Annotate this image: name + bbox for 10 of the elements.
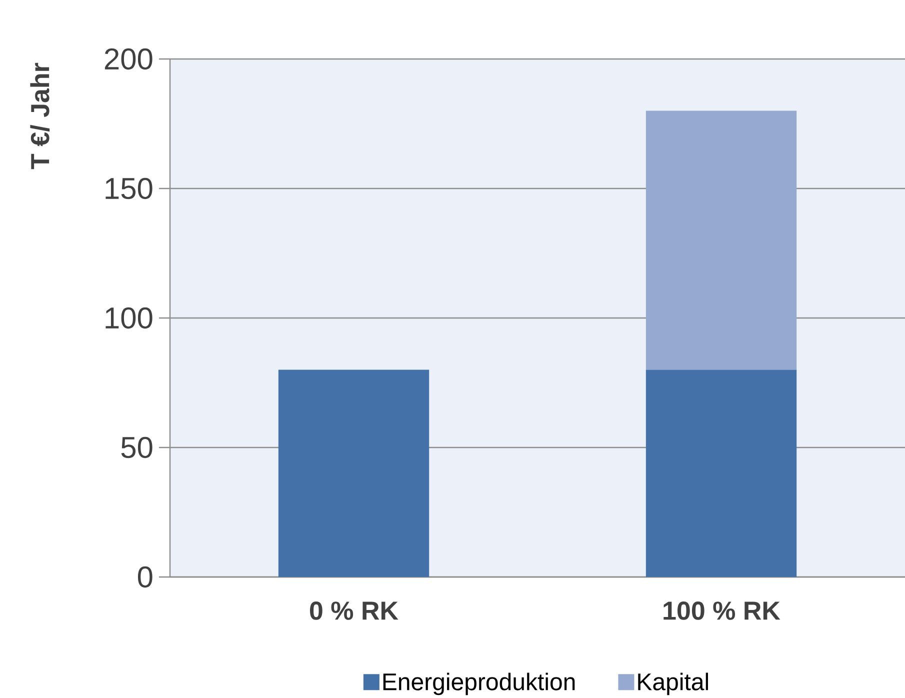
y-tick-label: 50: [121, 436, 152, 458]
y-tick-label: 0: [138, 566, 152, 588]
y-tick-label: 150: [106, 178, 152, 200]
x-tick-label: 0 % RK: [310, 602, 398, 620]
y-tick-label: 200: [104, 48, 152, 70]
x-tick-label: 100 % RK: [664, 602, 780, 620]
y-tick-label: 100: [106, 307, 152, 329]
legend-label: Energieproduktion: [383, 672, 575, 696]
legend-label: Kapital: [638, 672, 708, 696]
y-axis-title: T €/ Jahr: [30, 62, 50, 170]
